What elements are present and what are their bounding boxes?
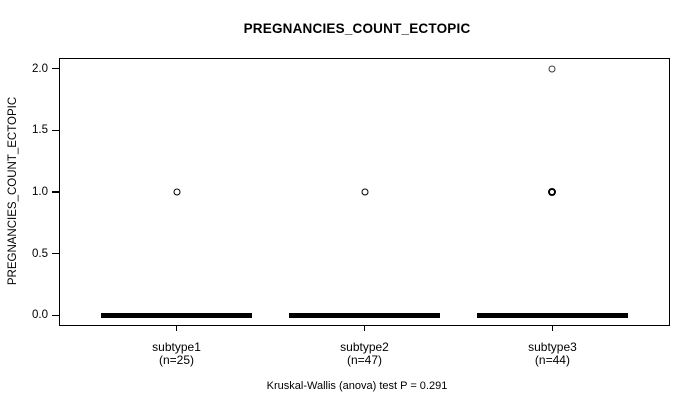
y-axis-label: PREGNANCIES_COUNT_ECTOPIC [7,96,19,286]
x-axis-group-label: subtype1 (n=25) [152,341,201,367]
y-axis-tick [52,191,59,193]
boxplot-median-line [101,312,252,318]
x-axis-group-label: subtype2 (n=47) [340,341,389,367]
x-axis-tick [551,325,554,331]
y-axis-tick [52,68,59,70]
y-axis-tick [52,252,59,255]
x-axis-tick [363,325,366,331]
y-axis-tick-label: 1.5 [32,124,48,137]
chart-title: PREGNANCIES_COUNT_ECTOPIC [243,21,471,36]
group-n-count: (n=44) [534,353,570,367]
y-axis-tick-label: 0.5 [32,247,48,260]
group-name: subtype3 [528,340,577,354]
outlier-point [548,188,557,196]
y-axis-tick-label: 1.0 [32,186,48,198]
group-n-count: (n=47) [346,353,383,367]
y-axis-tick [52,314,59,316]
y-axis-tick-label: 0.0 [32,309,48,322]
group-name: subtype1 [152,340,201,354]
outlier-point [548,65,556,73]
outlier-point [173,188,181,196]
outlier-point [361,188,368,196]
x-axis-group-label: subtype3 (n=44) [528,341,577,367]
boxplot-median-line [477,312,628,318]
plot-area: 0.0 0.5 1.0 1.5 2.0 subtype1 (n=25) subtype2 (n=… [32,58,670,367]
y-axis-tick-label: 2.0 [32,62,48,75]
x-axis-tick [175,325,178,331]
group-name: subtype2 [340,340,389,354]
boxplot-median-line [289,312,440,318]
y-axis-tick [52,129,59,131]
group-n-count: (n=25) [159,353,195,367]
stat-test-caption: Kruskal-Wallis (anova) test P = 0.291 [266,380,448,392]
